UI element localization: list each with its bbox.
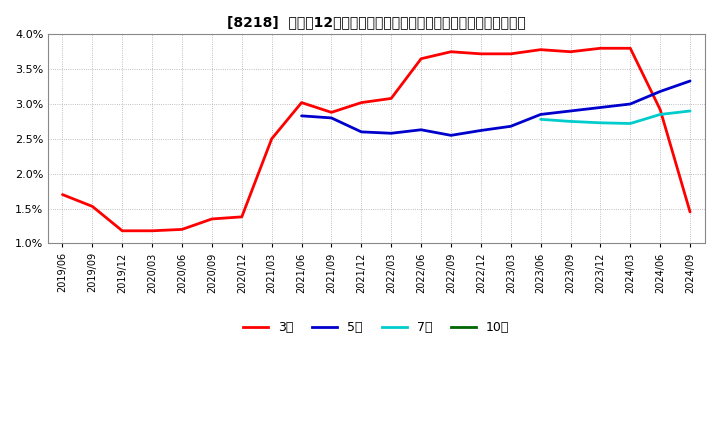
3年 <box>58 192 67 197</box>
7年 <box>685 108 694 114</box>
7年 <box>536 117 545 122</box>
Title: [8218]  売上高12か月移動合計の対前年同期増減率の標準偏差の推移: [8218] 売上高12か月移動合計の対前年同期増減率の標準偏差の推移 <box>227 15 526 29</box>
Line: 5年: 5年 <box>302 81 690 136</box>
5年 <box>387 131 395 136</box>
3年 <box>118 228 127 234</box>
5年 <box>596 105 605 110</box>
3年 <box>88 204 96 209</box>
7年 <box>626 121 634 126</box>
3年 <box>327 110 336 115</box>
3年 <box>596 46 605 51</box>
3年 <box>417 56 426 61</box>
Legend: 3年, 5年, 7年, 10年: 3年, 5年, 7年, 10年 <box>238 316 514 340</box>
7年 <box>656 112 665 117</box>
5年 <box>626 101 634 106</box>
7年 <box>566 119 575 124</box>
3年 <box>506 51 515 56</box>
5年 <box>446 133 455 138</box>
3年 <box>267 136 276 142</box>
5年 <box>417 127 426 132</box>
Line: 7年: 7年 <box>541 111 690 124</box>
3年 <box>357 100 366 105</box>
3年 <box>207 216 216 222</box>
3年 <box>536 47 545 52</box>
5年 <box>656 89 665 94</box>
Line: 3年: 3年 <box>63 48 690 231</box>
5年 <box>297 113 306 118</box>
3年 <box>178 227 186 232</box>
3年 <box>297 100 306 105</box>
3年 <box>566 49 575 55</box>
3年 <box>685 209 694 215</box>
3年 <box>626 46 634 51</box>
5年 <box>506 124 515 129</box>
3年 <box>446 49 455 55</box>
5年 <box>566 108 575 114</box>
5年 <box>685 78 694 84</box>
5年 <box>477 128 485 133</box>
3年 <box>238 214 246 220</box>
3年 <box>477 51 485 56</box>
5年 <box>357 129 366 135</box>
7年 <box>596 120 605 125</box>
5年 <box>327 115 336 121</box>
3年 <box>387 96 395 101</box>
5年 <box>536 112 545 117</box>
3年 <box>148 228 156 234</box>
3年 <box>656 107 665 112</box>
